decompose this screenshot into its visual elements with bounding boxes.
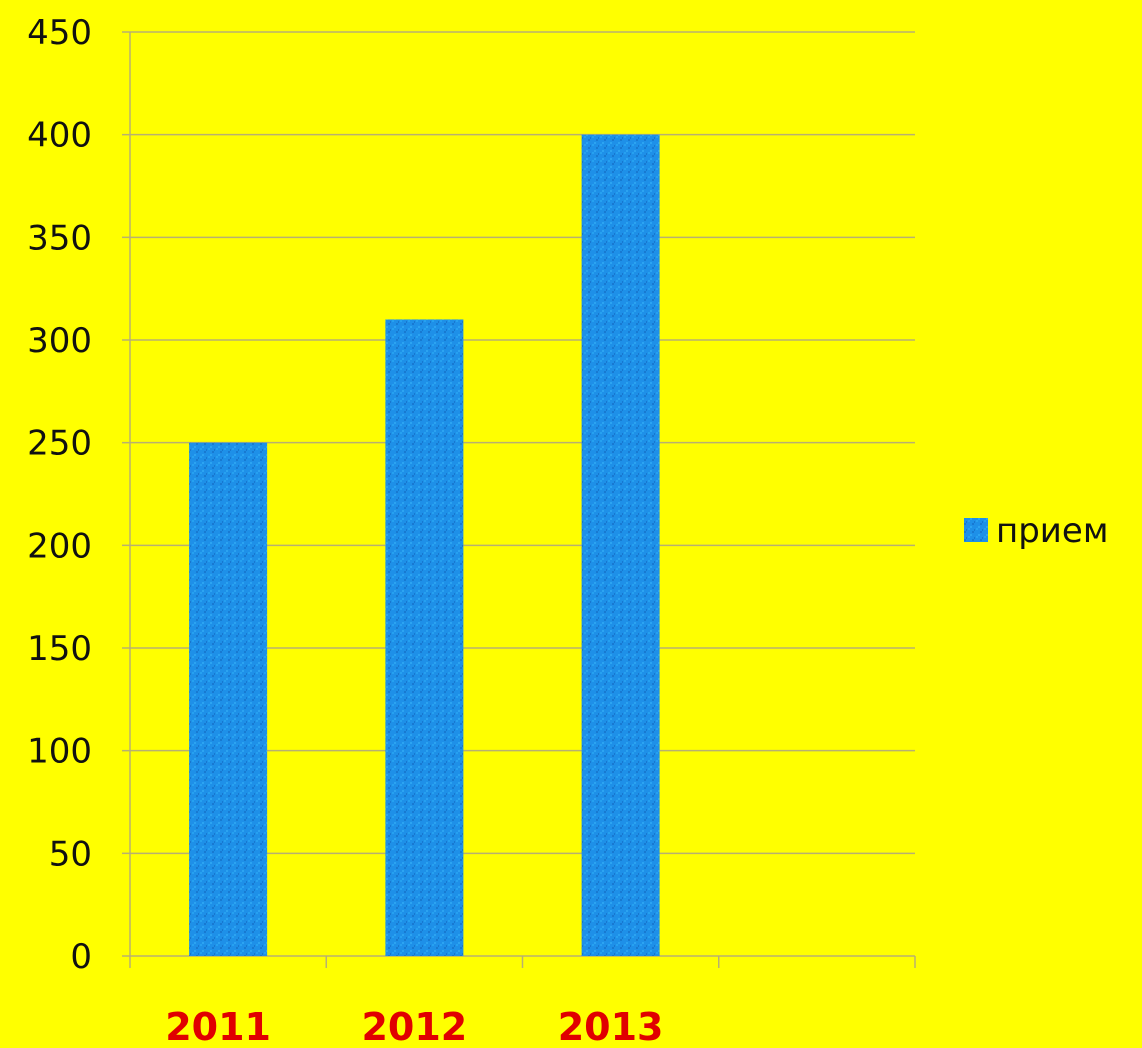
y-tick-label-150: 150 xyxy=(27,629,92,669)
y-tick-label-300: 300 xyxy=(27,321,92,361)
y-tick-label-400: 400 xyxy=(27,116,92,156)
y-tick-label-250: 250 xyxy=(27,424,92,464)
bar-2013 xyxy=(581,134,660,956)
y-tick-label-50: 50 xyxy=(49,834,92,874)
y-tick-label-450: 450 xyxy=(27,13,92,53)
x-tick-label-2012: 2012 xyxy=(361,1005,467,1048)
y-tick-label-100: 100 xyxy=(27,732,92,772)
y-tick-label-200: 200 xyxy=(27,526,92,566)
legend-label-priem: прием xyxy=(996,511,1108,551)
bars xyxy=(189,134,660,957)
y-tick-label-0: 0 xyxy=(70,937,92,977)
legend: прием xyxy=(964,511,1108,551)
x-tick-label-2013: 2013 xyxy=(558,1005,664,1048)
x-tick-labels: 2011 2012 2013 xyxy=(165,1005,663,1048)
legend-swatch xyxy=(964,518,988,542)
bar-2011 xyxy=(189,442,268,957)
bar-2012 xyxy=(385,319,464,956)
y-tick-labels: 0 50 100 150 200 250 300 350 400 450 xyxy=(27,13,92,977)
y-tick-label-350: 350 xyxy=(27,218,92,258)
x-tick-label-2011: 2011 xyxy=(165,1005,271,1048)
